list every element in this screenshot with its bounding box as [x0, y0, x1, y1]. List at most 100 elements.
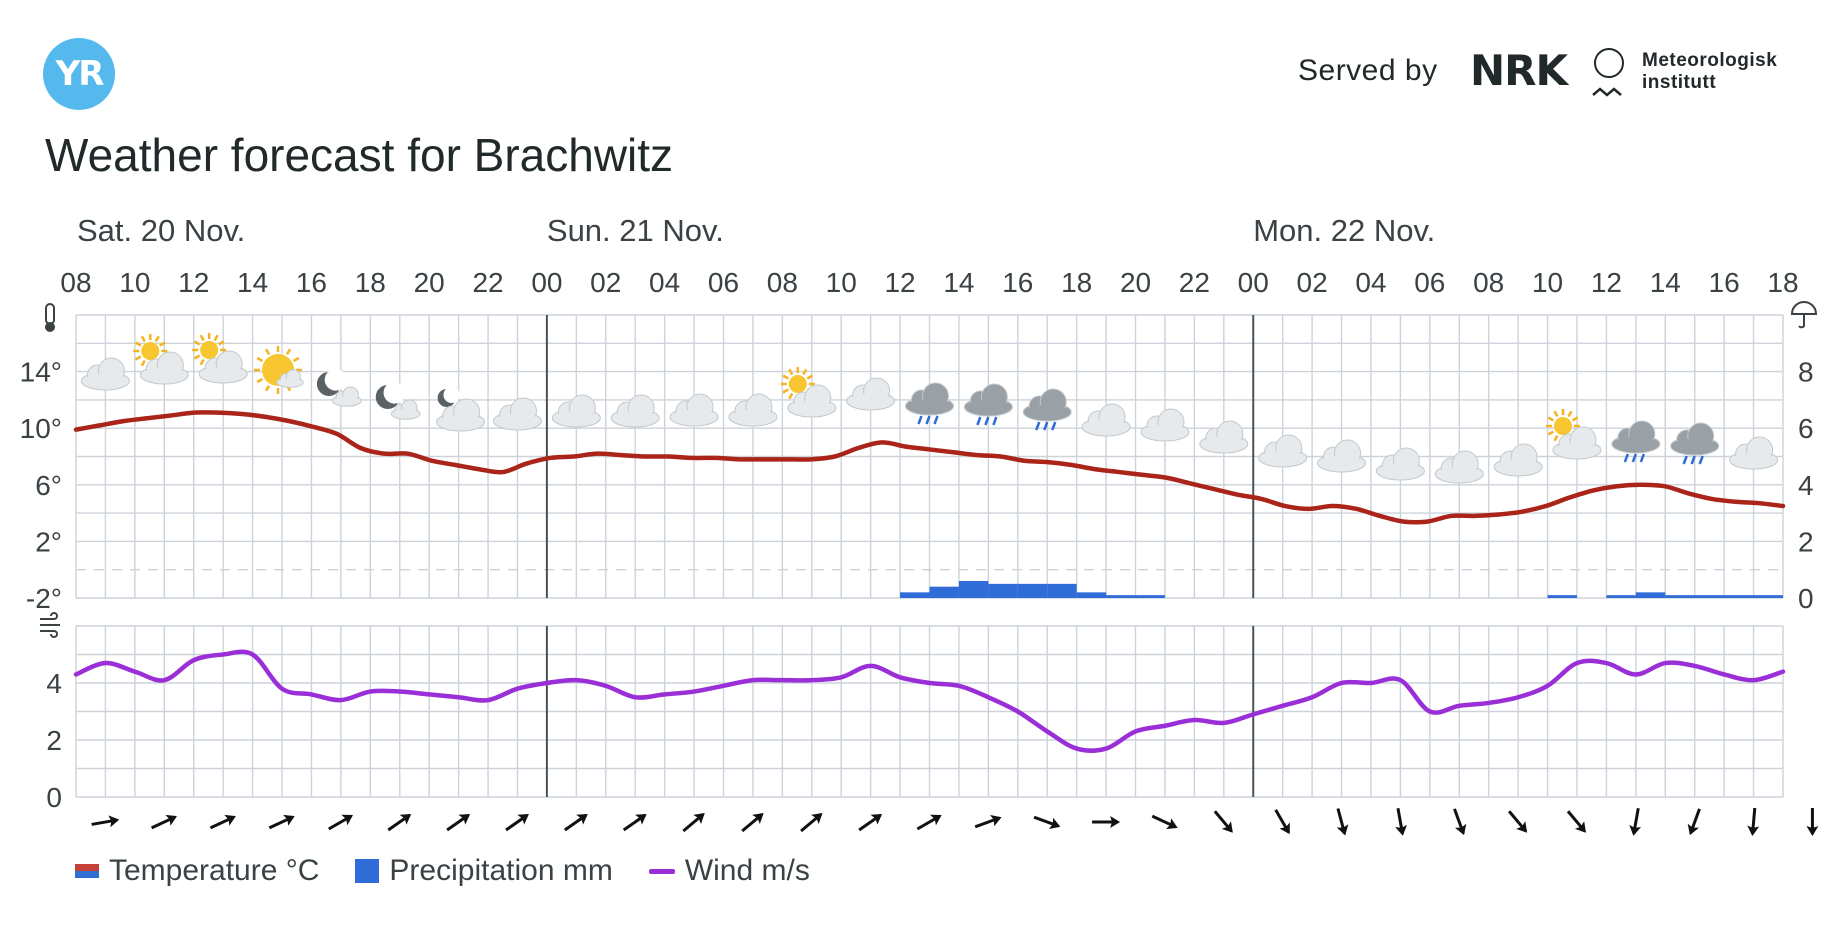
wind-direction-arrow: [563, 813, 588, 832]
hour-tick-label: 12: [178, 267, 209, 298]
weather-icon-cloudy: [551, 394, 601, 428]
temperature-series-line: [73, 410, 1786, 525]
umbrella-icon: [1790, 301, 1818, 329]
precipitation-tick-label: 8: [1798, 357, 1814, 388]
precipitation-tick-label: 4: [1798, 470, 1814, 501]
hour-tick-label: 08: [60, 267, 91, 298]
hour-tick-label: 14: [1650, 267, 1681, 298]
precipitation-bar: [1547, 595, 1577, 598]
precipitation-tick-label: 6: [1798, 413, 1814, 444]
precipitation-tick-label: 0: [1798, 583, 1814, 614]
hour-tick-label: 08: [1473, 267, 1504, 298]
wind-direction-arrow: [1747, 807, 1760, 836]
precipitation-bar: [1665, 595, 1783, 598]
hour-tick-label: 20: [414, 267, 445, 298]
weather-icon-cloudy: [1081, 403, 1131, 437]
temperature-swatch: [75, 864, 99, 878]
hour-tick-label: 02: [1297, 267, 1328, 298]
weather-icon-cloudy: [492, 397, 542, 431]
weather-icon-rain: [905, 382, 954, 425]
temperature-tick-label: -2°: [26, 583, 62, 614]
wind-direction-arrow: [1213, 810, 1233, 833]
wind-direction-arrow: [446, 813, 471, 832]
legend-item-precipitation: Precipitation mm: [355, 854, 613, 888]
wind-tick-label: 4: [46, 668, 62, 699]
hour-tick-label: 22: [1179, 267, 1210, 298]
hour-tick-label: 10: [826, 267, 857, 298]
wind-direction-arrow: [150, 814, 177, 830]
weather-icon-rain: [1670, 422, 1720, 465]
wind-direction-arrow: [387, 813, 412, 832]
met-institute-name: Meteorologisk institutt: [1642, 50, 1778, 93]
wind-direction-arrow: [622, 813, 647, 832]
precipitation-bar: [900, 592, 930, 598]
precipitation-bar: [988, 583, 1018, 598]
weather-icon-partly-sunny: [133, 334, 189, 385]
hour-tick-label: 22: [472, 267, 503, 298]
wind-direction-arrow: [209, 814, 236, 830]
met-institute-logo[interactable]: Meteorologisk institutt: [1590, 46, 1790, 106]
precipitation-bar: [1635, 592, 1666, 598]
wind-direction-arrow: [1453, 808, 1467, 836]
wind-direction-arrow: [1629, 807, 1642, 836]
legend-item-temperature: Temperature °C: [75, 854, 319, 888]
weather-icon-cloudy: [1140, 408, 1190, 442]
wind-direction-arrow: [800, 813, 823, 833]
day-label-0: Sat. 20 Nov.: [77, 213, 245, 248]
temperature-tick-label: 6°: [35, 470, 62, 501]
wind-tick-label: 2: [46, 725, 62, 756]
wind-direction-arrow: [1395, 807, 1408, 836]
hour-tick-label: 06: [708, 267, 739, 298]
weather-icon-night-cloudy: [436, 386, 486, 432]
weather-icon-rain: [963, 383, 1013, 426]
hour-tick-label: 16: [1002, 267, 1033, 298]
weather-icon-partly-sunny: [780, 367, 837, 418]
day-label-2: Mon. 22 Nov.: [1253, 213, 1435, 248]
wind-direction-arrow: [1806, 808, 1819, 836]
page-title: Weather forecast for Brachwitz: [45, 129, 674, 181]
weather-icon-cloudy: [1317, 439, 1367, 473]
wind-direction-arrow: [1507, 810, 1528, 833]
yr-logo-text: YR: [55, 54, 105, 94]
legend-label-precipitation: Precipitation mm: [389, 854, 613, 887]
hour-tick-label: 06: [1414, 267, 1445, 298]
precipitation-bar: [929, 586, 959, 598]
weather-icon-cloudy: [80, 357, 130, 391]
weather-icon-cloudy: [1493, 443, 1543, 477]
wind-direction-arrow: [1274, 809, 1290, 835]
wind-direction-arrow: [974, 814, 1002, 829]
legend-item-wind: Wind m/s: [648, 854, 810, 888]
yr-logo[interactable]: YR: [43, 38, 115, 110]
precipitation-bar: [1076, 592, 1107, 598]
hour-tick-label: 00: [1238, 267, 1269, 298]
weather-icon-cloudy: [1729, 436, 1779, 470]
weather-icon-sunny: [254, 346, 304, 394]
hour-tick-label: 02: [590, 267, 621, 298]
wind-direction-arrow: [328, 814, 354, 831]
served-by-label: Served by: [1298, 54, 1438, 87]
wind-direction-arrow: [1092, 816, 1121, 828]
wind-direction-arrow: [1566, 810, 1586, 833]
hour-tick-label: 14: [943, 267, 974, 298]
precipitation-tick-label: 2: [1798, 526, 1814, 557]
weather-icon-partly-sunny: [192, 333, 248, 384]
wind-direction-arrow: [741, 813, 764, 833]
temperature-tick-label: 2°: [35, 526, 62, 557]
wind-direction-arrow: [91, 815, 120, 828]
weather-icon-cloudy: [1434, 450, 1484, 484]
wind-direction-arrow: [1151, 814, 1178, 830]
wind-tick-label: 0: [46, 782, 62, 813]
wind-icon: [40, 612, 60, 638]
nrk-logo[interactable]: NRK: [1470, 46, 1568, 95]
weather-icon-rain: [1022, 388, 1072, 431]
chart-legend: Temperature °C Precipitation mm Wind m/s: [75, 854, 846, 888]
hour-tick-label: 12: [884, 267, 915, 298]
precipitation-bar: [1047, 583, 1077, 598]
weather-icon-rain: [1611, 420, 1661, 463]
hour-tick-label: 16: [1709, 267, 1740, 298]
day-label-1: Sun. 21 Nov.: [547, 213, 724, 248]
weather-icon-partly-sunny: [1545, 409, 1602, 460]
weather-icon-night-partly-cloudy: [375, 382, 421, 420]
hour-tick-label: 20: [1120, 267, 1151, 298]
wind-direction-arrow: [916, 814, 942, 831]
